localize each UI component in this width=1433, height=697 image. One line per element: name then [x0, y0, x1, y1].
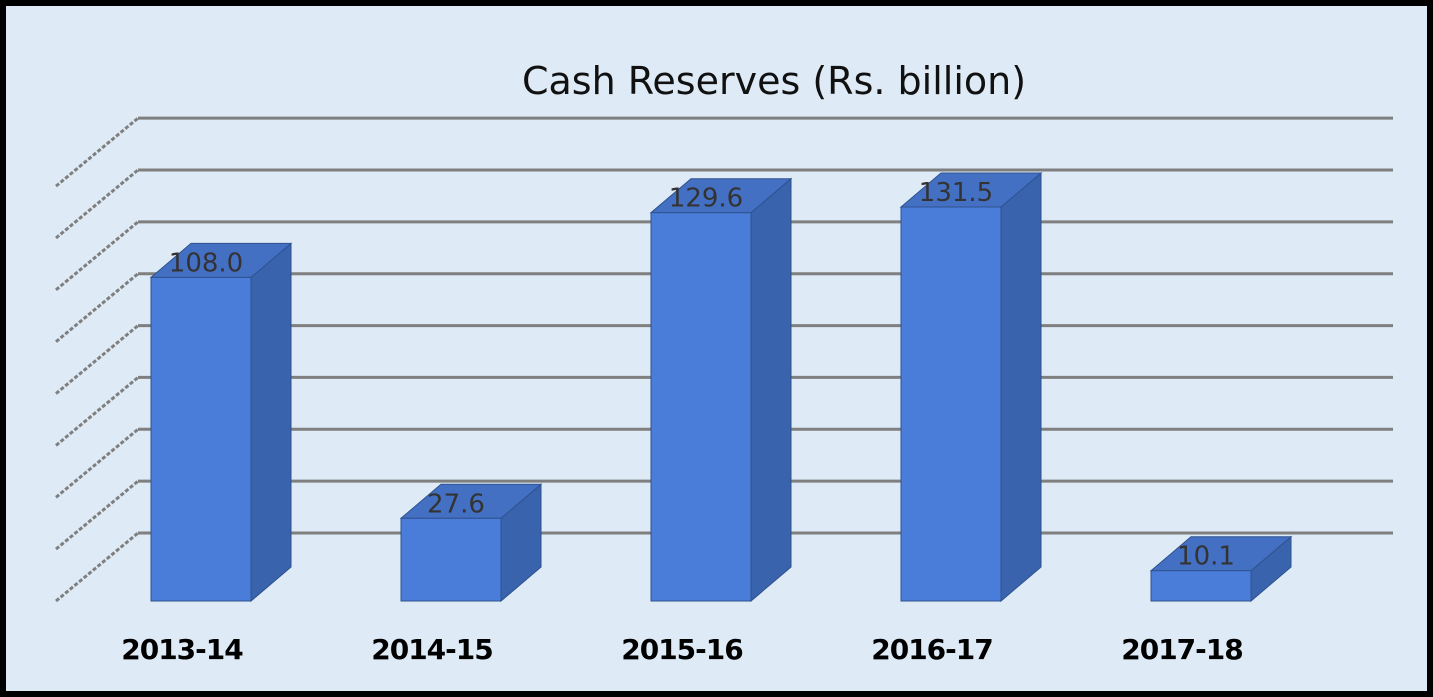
bar-front-face: [900, 206, 1002, 602]
bar-side-face: [1000, 171, 1042, 603]
gridline-diagonal: [55, 168, 139, 240]
value-label: 129.6: [669, 184, 743, 214]
bars: [149, 171, 1293, 603]
gridline-diagonal: [55, 116, 139, 188]
gridline-diagonal: [55, 376, 139, 447]
value-label: 131.5: [919, 178, 993, 208]
bar-front-face: [150, 276, 252, 602]
gridline-diagonal: [55, 272, 139, 343]
bar-front-face: [1150, 570, 1252, 602]
gridline-diagonal: [55, 324, 139, 395]
bar-side-face: [250, 242, 292, 603]
category-label: 2013-14: [121, 633, 243, 666]
category-label: 2017-18: [1121, 633, 1243, 666]
gridline-diagonal: [55, 428, 139, 499]
gridline-diagonal: [55, 531, 139, 603]
gridline-diagonal: [55, 220, 139, 292]
category-label: 2015-16: [621, 633, 743, 666]
gridline-diagonal: [55, 479, 139, 551]
category-label: 2016-17: [871, 633, 993, 666]
category-labels: 2013-14 2014-15 2015-16 2016-17 2017-18: [121, 633, 1244, 666]
value-label: 108.0: [169, 248, 243, 278]
bar-2016-17: [899, 171, 1043, 603]
bar-front-face: [650, 212, 752, 602]
category-label: 2014-15: [371, 633, 493, 666]
value-labels: 108.0 27.6 129.6 131.5 10.1: [169, 178, 1235, 572]
chart-title: Cash Reserves (Rs. billion): [522, 59, 1026, 103]
value-label: 10.1: [1177, 542, 1235, 572]
bar-2014-15: [399, 483, 543, 603]
value-label: 27.6: [427, 489, 485, 519]
cash-reserves-chart: Cash Reserves (Rs. billion) 108.0 27.6 129…: [55, 59, 1393, 666]
bar-2013-14: [149, 242, 293, 603]
bar-2015-16: [649, 177, 793, 603]
bar-2017-18: [1149, 535, 1293, 603]
bar-front-face: [400, 517, 502, 602]
bar-side-face: [750, 177, 792, 603]
